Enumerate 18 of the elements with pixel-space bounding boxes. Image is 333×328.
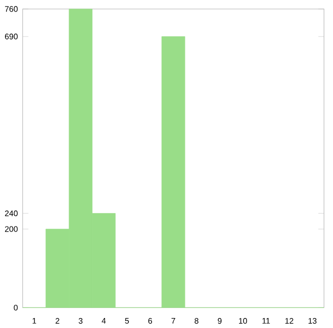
x-tick-label: 12	[285, 318, 294, 324]
x-tick-label: 6	[148, 318, 152, 324]
x-tick-label: 5	[125, 318, 129, 324]
x-tick-label: 13	[308, 318, 316, 324]
x-tick-label: 3	[78, 318, 82, 324]
y-tick-label: 760	[5, 6, 18, 12]
y-tick-label: 240	[5, 210, 18, 216]
y-tick-label: 0	[14, 304, 18, 310]
y-tick-label: 200	[5, 226, 18, 232]
x-tick-label: 8	[194, 318, 198, 324]
x-tick-label: 10	[239, 318, 248, 324]
x-tick-label: 1	[32, 318, 36, 324]
x-tick-label: 11	[262, 318, 270, 324]
y-tick-label: 690	[5, 34, 18, 40]
x-tick-label: 4	[102, 318, 106, 324]
x-tick-label: 9	[218, 318, 222, 324]
x-tick-label: 2	[56, 318, 60, 324]
x-tick-label: 7	[172, 318, 176, 324]
